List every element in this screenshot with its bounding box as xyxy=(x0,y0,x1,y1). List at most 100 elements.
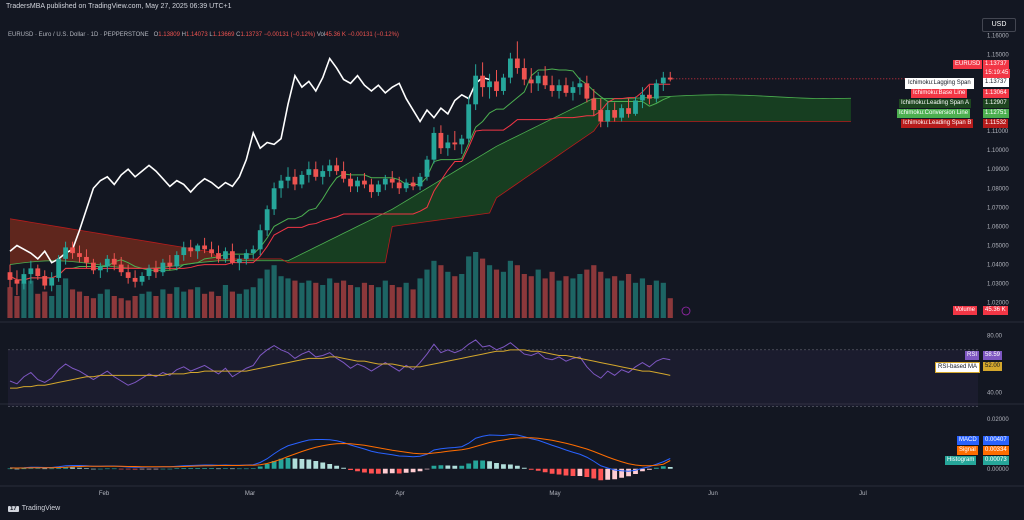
histogram-bar xyxy=(612,468,618,480)
candle-body xyxy=(306,169,312,175)
volume-bar xyxy=(264,269,270,318)
currency-button[interactable]: USD xyxy=(982,18,1016,32)
volume-bar xyxy=(354,287,361,318)
histogram-bar xyxy=(362,468,367,473)
histogram-bar xyxy=(271,461,277,469)
volume-bar xyxy=(35,293,41,318)
volume-bar xyxy=(361,282,368,318)
candle-body xyxy=(598,110,604,122)
rsi-line xyxy=(9,339,671,386)
candle-body xyxy=(97,266,103,271)
histogram-bar xyxy=(653,467,659,469)
histogram-bar xyxy=(278,458,284,469)
histogram-bar xyxy=(563,468,569,476)
time-tick-label: Feb xyxy=(99,491,110,497)
histogram-bar xyxy=(132,468,138,470)
candle-body xyxy=(153,268,159,273)
candle-body xyxy=(612,110,618,118)
rsi-ma-tag: RSI-based MA xyxy=(935,362,981,373)
tradingview-logo[interactable]: 17 TradingView xyxy=(8,505,60,512)
volume-bar xyxy=(236,293,242,318)
close-label: C xyxy=(236,32,241,38)
histogram-bar xyxy=(459,465,465,469)
candle-body xyxy=(362,180,367,185)
volume-bar xyxy=(215,296,222,318)
candle-body xyxy=(410,182,416,187)
price-tick-label: 1.16000 xyxy=(987,34,1009,40)
symbol-title[interactable]: EURUSD · Euro / U.S. Dollar · 1D · PEPPE… xyxy=(8,32,149,38)
histogram-bar xyxy=(584,468,590,477)
histogram-bar xyxy=(313,461,319,469)
volume-bar xyxy=(632,282,639,318)
volume-bar xyxy=(549,271,555,318)
histogram-bar xyxy=(167,468,173,470)
histogram-bar xyxy=(188,468,194,469)
span-b-value: 1.11532 xyxy=(983,119,1009,128)
histogram-bar xyxy=(556,468,562,475)
candle-body xyxy=(327,165,333,172)
volume-bar xyxy=(299,282,305,318)
candle-body xyxy=(626,108,631,114)
brand-text: TradingView xyxy=(21,505,61,512)
candle-body xyxy=(487,81,492,88)
candle-body xyxy=(313,169,319,177)
earnings-flag-icon xyxy=(681,306,691,316)
volume-bar xyxy=(389,285,395,318)
histogram-bar xyxy=(480,460,485,469)
volume-bar xyxy=(250,287,256,318)
tv-icon: 17 xyxy=(8,506,19,512)
symbol-legend: EURUSD · Euro / U.S. Dollar · 1D · PEPPE… xyxy=(8,32,399,38)
conversion-value: 1.12751 xyxy=(983,109,1009,118)
volume-bar xyxy=(69,289,76,318)
time-tick-label: Jun xyxy=(708,491,718,497)
volume-bar xyxy=(174,287,180,318)
volume-bar xyxy=(521,274,527,318)
volume-bar xyxy=(208,291,215,318)
candle-body xyxy=(230,251,235,263)
volume-bar xyxy=(514,265,520,318)
volume-bar xyxy=(667,298,673,318)
candle-body xyxy=(91,262,96,271)
volume-bar xyxy=(619,280,625,318)
histogram-bar xyxy=(181,468,187,469)
candle-body xyxy=(174,255,180,267)
histogram-bar xyxy=(243,468,249,470)
candle-body xyxy=(619,108,624,118)
volume-bar xyxy=(612,276,618,318)
span-a-value: 1.12907 xyxy=(983,99,1009,108)
rsi-tag: RSI xyxy=(965,351,980,360)
volume-bar xyxy=(570,278,576,318)
volume-bar xyxy=(403,282,409,318)
volume-bar xyxy=(368,285,374,318)
candle-body xyxy=(216,253,221,259)
volume-bar xyxy=(563,276,569,318)
histogram-bar xyxy=(647,468,652,470)
chart-canvas[interactable]: 1.160001.150001.130001.120001.110001.100… xyxy=(0,0,1024,500)
candle-body xyxy=(431,132,437,160)
candle-body xyxy=(466,104,472,139)
vol-value: 45.36 K xyxy=(325,32,346,38)
candle-body xyxy=(591,98,597,111)
candle-body xyxy=(438,132,444,149)
histogram-bar xyxy=(417,468,423,472)
histogram-bar xyxy=(466,463,472,469)
volume-bar xyxy=(139,293,145,318)
volume-bar xyxy=(500,271,507,318)
histogram-bar xyxy=(487,461,492,469)
volume-bar xyxy=(445,271,451,318)
volume-value: 45.36 K xyxy=(983,306,1008,315)
high-label: H xyxy=(181,32,186,38)
histogram-bar xyxy=(598,468,604,481)
histogram-bar xyxy=(424,468,430,470)
histogram-bar xyxy=(508,464,513,469)
candle-body xyxy=(56,258,62,278)
volume-bar xyxy=(104,289,110,318)
histogram-bar xyxy=(341,467,346,469)
volume-bar xyxy=(153,296,159,318)
histogram-bar xyxy=(91,468,96,470)
rsi-tick-label: 40.00 xyxy=(987,390,1003,396)
candle-body xyxy=(132,277,138,282)
volume-bar xyxy=(222,285,229,318)
volume-bar xyxy=(132,296,138,318)
histogram-tag: Histogram xyxy=(945,456,977,465)
